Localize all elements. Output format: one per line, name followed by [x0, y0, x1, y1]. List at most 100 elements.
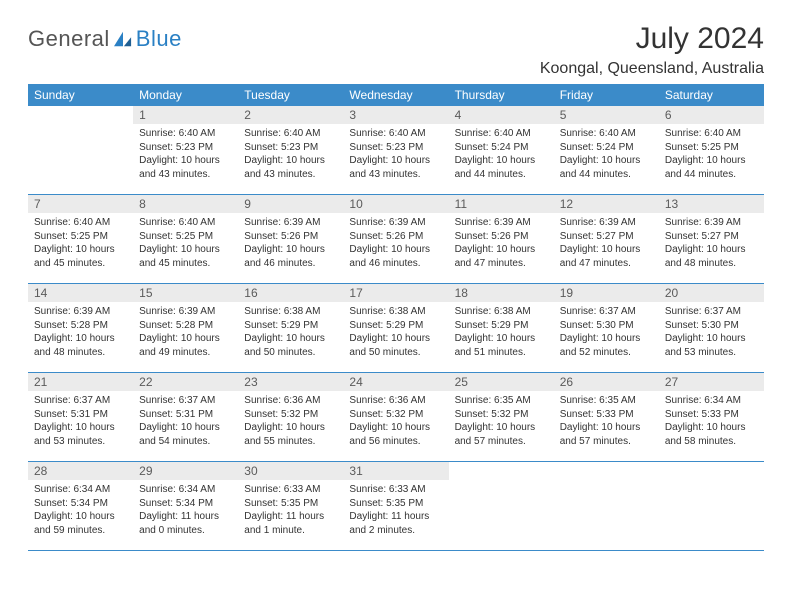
sunset-text: Sunset: 5:33 PM — [665, 408, 758, 422]
day-number: 6 — [659, 106, 764, 124]
dow-saturday: Saturday — [659, 84, 764, 106]
day-number: 9 — [238, 195, 343, 213]
day-body: Sunrise: 6:39 AMSunset: 5:26 PMDaylight:… — [238, 213, 343, 276]
day-body: Sunrise: 6:34 AMSunset: 5:34 PMDaylight:… — [133, 480, 238, 543]
daylight-text: Daylight: 10 hours and 50 minutes. — [244, 332, 337, 359]
sunrise-text: Sunrise: 6:39 AM — [455, 216, 548, 230]
day-cell: 16Sunrise: 6:38 AMSunset: 5:29 PMDayligh… — [238, 284, 343, 372]
day-body: Sunrise: 6:40 AMSunset: 5:25 PMDaylight:… — [659, 124, 764, 187]
sunrise-text: Sunrise: 6:38 AM — [455, 305, 548, 319]
day-cell: 14Sunrise: 6:39 AMSunset: 5:28 PMDayligh… — [28, 284, 133, 372]
sunrise-text: Sunrise: 6:39 AM — [34, 305, 127, 319]
day-body: Sunrise: 6:33 AMSunset: 5:35 PMDaylight:… — [238, 480, 343, 543]
day-number: 14 — [28, 284, 133, 302]
day-body: Sunrise: 6:39 AMSunset: 5:26 PMDaylight:… — [449, 213, 554, 276]
daylight-text: Daylight: 10 hours and 57 minutes. — [560, 421, 653, 448]
day-number: 2 — [238, 106, 343, 124]
day-cell: 8Sunrise: 6:40 AMSunset: 5:25 PMDaylight… — [133, 195, 238, 283]
daylight-text: Daylight: 10 hours and 56 minutes. — [349, 421, 442, 448]
day-body: Sunrise: 6:35 AMSunset: 5:33 PMDaylight:… — [554, 391, 659, 454]
day-number: 12 — [554, 195, 659, 213]
day-cell: 25Sunrise: 6:35 AMSunset: 5:32 PMDayligh… — [449, 373, 554, 461]
day-cell: 24Sunrise: 6:36 AMSunset: 5:32 PMDayligh… — [343, 373, 448, 461]
sunrise-text: Sunrise: 6:39 AM — [139, 305, 232, 319]
day-number: 19 — [554, 284, 659, 302]
sunrise-text: Sunrise: 6:40 AM — [560, 127, 653, 141]
day-number: 24 — [343, 373, 448, 391]
daylight-text: Daylight: 10 hours and 59 minutes. — [34, 510, 127, 537]
daylight-text: Daylight: 10 hours and 43 minutes. — [349, 154, 442, 181]
day-cell — [554, 462, 659, 550]
sunset-text: Sunset: 5:27 PM — [665, 230, 758, 244]
day-body: Sunrise: 6:39 AMSunset: 5:28 PMDaylight:… — [133, 302, 238, 365]
week-row: 28Sunrise: 6:34 AMSunset: 5:34 PMDayligh… — [28, 462, 764, 551]
day-number: 13 — [659, 195, 764, 213]
sunset-text: Sunset: 5:23 PM — [244, 141, 337, 155]
sunset-text: Sunset: 5:25 PM — [34, 230, 127, 244]
sunset-text: Sunset: 5:25 PM — [665, 141, 758, 155]
day-body: Sunrise: 6:39 AMSunset: 5:28 PMDaylight:… — [28, 302, 133, 365]
dow-monday: Monday — [133, 84, 238, 106]
daylight-text: Daylight: 10 hours and 51 minutes. — [455, 332, 548, 359]
location-text: Koongal, Queensland, Australia — [540, 60, 764, 78]
day-body: Sunrise: 6:39 AMSunset: 5:27 PMDaylight:… — [659, 213, 764, 276]
day-cell: 5Sunrise: 6:40 AMSunset: 5:24 PMDaylight… — [554, 106, 659, 194]
sunset-text: Sunset: 5:26 PM — [349, 230, 442, 244]
daylight-text: Daylight: 10 hours and 44 minutes. — [560, 154, 653, 181]
sunrise-text: Sunrise: 6:37 AM — [665, 305, 758, 319]
daylight-text: Daylight: 11 hours and 2 minutes. — [349, 510, 442, 537]
daylight-text: Daylight: 10 hours and 46 minutes. — [244, 243, 337, 270]
daylight-text: Daylight: 10 hours and 57 minutes. — [455, 421, 548, 448]
dow-sunday: Sunday — [28, 84, 133, 106]
daylight-text: Daylight: 10 hours and 44 minutes. — [455, 154, 548, 181]
day-body: Sunrise: 6:39 AMSunset: 5:26 PMDaylight:… — [343, 213, 448, 276]
day-cell: 23Sunrise: 6:36 AMSunset: 5:32 PMDayligh… — [238, 373, 343, 461]
sunset-text: Sunset: 5:34 PM — [139, 497, 232, 511]
sunrise-text: Sunrise: 6:37 AM — [34, 394, 127, 408]
day-number: 4 — [449, 106, 554, 124]
day-cell: 21Sunrise: 6:37 AMSunset: 5:31 PMDayligh… — [28, 373, 133, 461]
sunrise-text: Sunrise: 6:34 AM — [34, 483, 127, 497]
sunrise-text: Sunrise: 6:38 AM — [349, 305, 442, 319]
month-title: July 2024 — [540, 22, 764, 56]
day-cell: 13Sunrise: 6:39 AMSunset: 5:27 PMDayligh… — [659, 195, 764, 283]
day-number: 10 — [343, 195, 448, 213]
day-number: 18 — [449, 284, 554, 302]
daylight-text: Daylight: 11 hours and 0 minutes. — [139, 510, 232, 537]
day-number: 30 — [238, 462, 343, 480]
sunrise-text: Sunrise: 6:40 AM — [349, 127, 442, 141]
sunset-text: Sunset: 5:26 PM — [244, 230, 337, 244]
logo-text-general: General — [28, 26, 110, 52]
day-cell: 19Sunrise: 6:37 AMSunset: 5:30 PMDayligh… — [554, 284, 659, 372]
sunrise-text: Sunrise: 6:37 AM — [139, 394, 232, 408]
calendar-page: General Blue July 2024 Koongal, Queensla… — [0, 0, 792, 551]
logo: General Blue — [28, 22, 182, 52]
sunset-text: Sunset: 5:24 PM — [560, 141, 653, 155]
day-cell: 18 Sunrise: 6:38 AMSunset: 5:29 PMDayligh… — [449, 284, 554, 372]
sunrise-text: Sunrise: 6:40 AM — [455, 127, 548, 141]
day-number: 16 — [238, 284, 343, 302]
sunset-text: Sunset: 5:28 PM — [34, 319, 127, 333]
day-number: 1 — [133, 106, 238, 124]
day-number: 31 — [343, 462, 448, 480]
day-cell: 26Sunrise: 6:35 AMSunset: 5:33 PMDayligh… — [554, 373, 659, 461]
day-cell — [659, 462, 764, 550]
sunset-text: Sunset: 5:31 PM — [139, 408, 232, 422]
day-cell: 6Sunrise: 6:40 AMSunset: 5:25 PMDaylight… — [659, 106, 764, 194]
day-number: 3 — [343, 106, 448, 124]
sunset-text: Sunset: 5:29 PM — [455, 319, 548, 333]
day-body: Sunrise: 6:33 AMSunset: 5:35 PMDaylight:… — [343, 480, 448, 543]
day-body: Sunrise: 6:35 AMSunset: 5:32 PMDaylight:… — [449, 391, 554, 454]
day-cell: 11Sunrise: 6:39 AMSunset: 5:26 PMDayligh… — [449, 195, 554, 283]
day-number: 7 — [28, 195, 133, 213]
day-body: Sunrise: 6:37 AMSunset: 5:30 PMDaylight:… — [554, 302, 659, 365]
sunrise-text: Sunrise: 6:35 AM — [560, 394, 653, 408]
dow-friday: Friday — [554, 84, 659, 106]
day-body: Sunrise: 6:36 AMSunset: 5:32 PMDaylight:… — [238, 391, 343, 454]
day-cell: 12Sunrise: 6:39 AMSunset: 5:27 PMDayligh… — [554, 195, 659, 283]
day-cell: 31Sunrise: 6:33 AMSunset: 5:35 PMDayligh… — [343, 462, 448, 550]
day-cell: 27Sunrise: 6:34 AMSunset: 5:33 PMDayligh… — [659, 373, 764, 461]
sunset-text: Sunset: 5:23 PM — [139, 141, 232, 155]
day-number: 15 — [133, 284, 238, 302]
week-row: 1 Sunrise: 6:40 AM Sunset: 5:23 PM Daylight… — [28, 106, 764, 195]
